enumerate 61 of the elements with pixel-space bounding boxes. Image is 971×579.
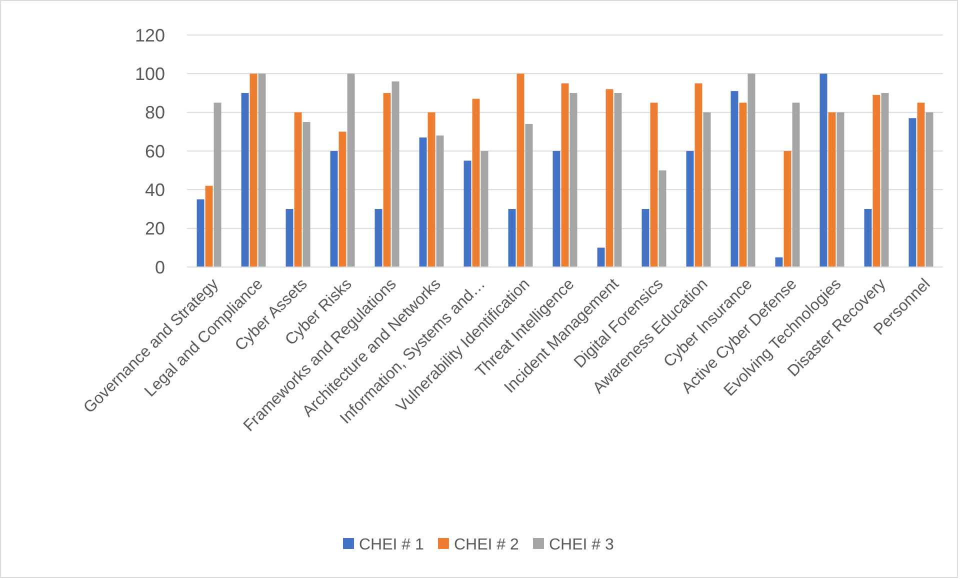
bar (926, 112, 934, 267)
bar (703, 112, 711, 267)
bar (338, 132, 346, 267)
y-tick-label: 0 (154, 257, 165, 278)
bar (552, 151, 560, 267)
legend-label: CHEI # 3 (549, 536, 614, 554)
bar (330, 151, 338, 267)
bar (917, 102, 925, 267)
bar (241, 93, 249, 267)
bar (464, 160, 472, 267)
bar (205, 186, 213, 267)
bar (828, 112, 836, 267)
bar (428, 112, 436, 267)
bar (597, 248, 605, 267)
bar (606, 89, 614, 267)
y-tick-label: 20 (144, 218, 165, 239)
bar (864, 209, 872, 267)
y-tick-label: 100 (134, 64, 165, 84)
bar (383, 93, 391, 267)
bar (775, 257, 783, 267)
bar (294, 112, 302, 267)
bar (614, 93, 622, 267)
bar (196, 199, 204, 267)
bar (650, 102, 658, 267)
bar (302, 122, 310, 267)
bar (250, 74, 258, 267)
legend-label: CHEI # 2 (454, 536, 520, 554)
bar (694, 83, 702, 267)
bar (258, 74, 266, 267)
bar (908, 118, 916, 267)
bar (392, 81, 400, 267)
bar (836, 112, 844, 267)
bar (686, 151, 694, 267)
bar (374, 209, 382, 267)
bar (419, 137, 427, 267)
bar (881, 93, 889, 267)
bar (739, 102, 747, 267)
bar (561, 83, 569, 267)
bar (214, 102, 222, 267)
bar (784, 151, 792, 267)
bar (480, 151, 488, 267)
legend-label: CHEI # 1 (359, 536, 424, 554)
y-tick-label: 40 (144, 180, 165, 200)
bar (286, 209, 294, 267)
bar (436, 136, 444, 267)
bar (792, 102, 800, 267)
bar (748, 74, 756, 267)
bar (730, 91, 738, 267)
y-tick-label: 120 (134, 25, 165, 46)
bar (642, 209, 650, 267)
bar (472, 98, 480, 267)
y-tick-label: 80 (144, 102, 165, 123)
bar (570, 93, 578, 267)
y-tick-label: 60 (144, 141, 165, 162)
bar (872, 94, 880, 267)
bar (347, 74, 355, 267)
bar (508, 209, 516, 267)
bar (516, 74, 524, 267)
bar (820, 74, 828, 267)
bar (525, 124, 533, 267)
bar (658, 170, 666, 267)
